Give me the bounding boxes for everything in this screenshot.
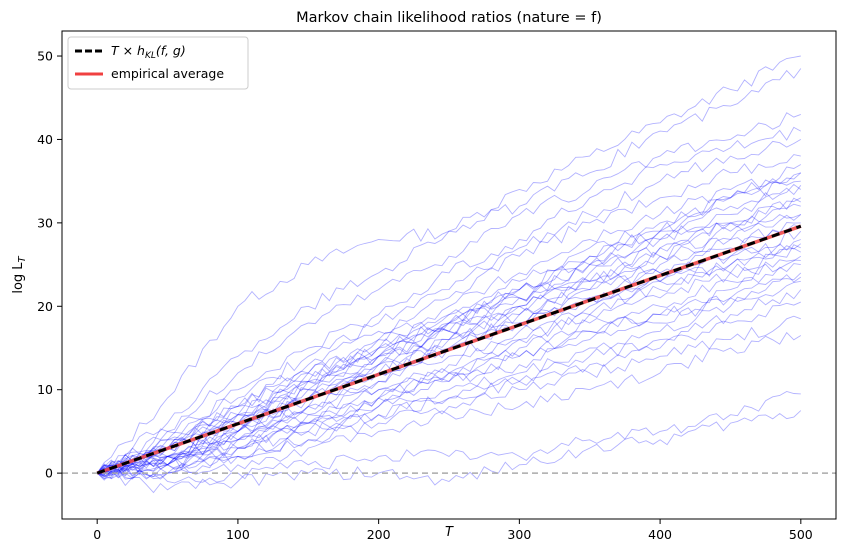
sample-path	[97, 280, 801, 474]
sample-path	[96, 139, 802, 474]
legend-empirical-label: empirical average	[111, 66, 224, 81]
sample-path	[96, 315, 801, 480]
y-tick-label: 0	[45, 466, 53, 481]
legend: T × hKL(f, g) empirical average	[67, 36, 249, 90]
legend-box	[67, 36, 249, 90]
sample-path	[96, 244, 801, 476]
theory-line	[96, 224, 802, 475]
sample-path	[96, 183, 802, 474]
sample-path	[97, 203, 801, 477]
sample-path	[96, 247, 802, 476]
sample-path	[97, 289, 802, 480]
sample-path	[97, 259, 801, 477]
sample-path	[97, 263, 801, 477]
y-tick-label: 20	[37, 299, 53, 314]
sample-paths	[96, 55, 802, 494]
sample-path	[97, 255, 802, 477]
sample-path	[97, 331, 802, 480]
sample-path	[97, 197, 802, 474]
x-tick-label: 100	[226, 527, 250, 542]
x-axis: 0 100 200 300 400 500	[93, 519, 813, 542]
sample-path	[96, 239, 801, 480]
plot-frame	[61, 30, 837, 520]
y-tick-label: 50	[37, 49, 53, 64]
sample-path	[96, 410, 802, 494]
x-axis-label: T	[445, 525, 454, 540]
sample-path	[97, 185, 802, 475]
sample-path	[97, 391, 801, 484]
sample-path	[97, 197, 802, 475]
sample-path	[97, 213, 801, 475]
sample-path	[97, 112, 801, 474]
chart-title: Markov chain likelihood ratios (nature =…	[296, 10, 602, 26]
sample-path	[96, 68, 802, 474]
sample-path	[97, 274, 802, 478]
y-axis: 0 10 20 30 40 50	[37, 49, 62, 481]
y-tick-label: 30	[37, 215, 53, 230]
x-tick-label: 300	[507, 527, 531, 542]
sample-path	[96, 242, 802, 474]
sample-path	[97, 154, 801, 474]
sample-path	[96, 55, 801, 474]
x-tick-label: 200	[367, 527, 391, 542]
sample-path	[96, 301, 801, 478]
sample-path	[96, 172, 801, 474]
sample-path	[96, 126, 802, 474]
x-tick-label: 500	[789, 527, 813, 542]
x-tick-label: 0	[93, 527, 101, 542]
y-tick-label: 10	[37, 382, 53, 397]
legend-theory-label: T × hKL(f, g)	[111, 43, 186, 61]
sample-path	[96, 180, 801, 474]
sample-path	[97, 172, 802, 476]
y-axis-label: log LT	[11, 255, 28, 293]
y-tick-label: 40	[37, 132, 53, 147]
x-tick-label: 400	[648, 527, 672, 542]
sample-path	[96, 272, 802, 474]
